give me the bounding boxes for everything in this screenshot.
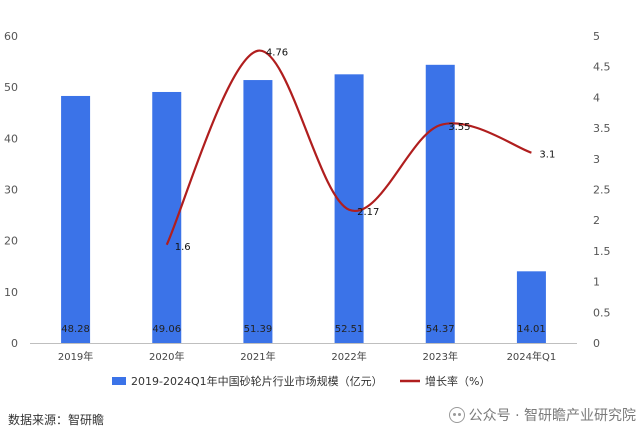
y-right-tick: 1 [593, 276, 600, 289]
x-tick: 2020年 [149, 350, 184, 363]
y-right-tick: 0.5 [593, 306, 611, 319]
bar-value-label: 51.39 [244, 324, 273, 335]
x-tick: 2024年Q1 [507, 350, 557, 363]
line-value-label: 3.55 [448, 122, 470, 133]
watermark-text: 公众号 · 智研瞻产业研究院 [468, 408, 636, 424]
y-left-tick: 10 [4, 286, 18, 299]
legend-swatch-bar [112, 377, 126, 385]
growth-rate-line [165, 49, 532, 246]
y-right-tick: 4 [593, 91, 600, 104]
y-right-tick: 3 [593, 153, 600, 166]
y-right-tick: 0 [593, 337, 600, 350]
x-tick: 2023年 [423, 350, 458, 363]
y-left-tick: 0 [11, 337, 18, 350]
bar-5 [516, 271, 546, 343]
x-tick: 2019年 [58, 350, 93, 363]
y-right-tick: 3.5 [593, 122, 611, 135]
bar-4 [425, 64, 455, 344]
axes: 0 10 20 30 40 50 60 0 0.5 1 1.5 2 2.5 3 3.5 4 4.5 5 2019年 2… [4, 30, 611, 363]
bar-value-label: 48.28 [61, 324, 90, 335]
wechat-icon [448, 407, 465, 423]
legend-label-line: 增长率（%） [425, 374, 490, 388]
y-left-tick: 20 [4, 235, 18, 248]
data-labels: 48.28 49.06 51.39 52.51 54.37 14.01 1.6 4.76 2.1… [61, 48, 555, 335]
y-left-tick: 40 [4, 132, 18, 145]
line-value-label: 1.6 [175, 242, 191, 253]
source-note: 数据来源：智研瞻 [8, 413, 105, 427]
y-left-tick: 30 [4, 184, 18, 197]
bar-0 [61, 95, 91, 343]
y-right-tick: 5 [593, 30, 600, 43]
bar-value-label: 52.51 [335, 324, 364, 335]
legend-label-bar: 2019-2024Q1年中国砂轮片行业市场规模（亿元） [131, 374, 383, 388]
y-left-tick: 60 [4, 30, 18, 43]
bar-series [61, 64, 546, 344]
watermark: 公众号 · 智研瞻产业研究院 [448, 405, 636, 425]
bar-2 [243, 80, 273, 343]
bar-value-label: 54.37 [426, 324, 455, 335]
line-value-label: 2.17 [357, 207, 379, 218]
y-right-tick: 1.5 [593, 245, 611, 258]
line-series [165, 49, 532, 246]
x-tick: 2022年 [331, 350, 366, 363]
line-value-label: 4.76 [266, 48, 288, 59]
y-right-tick: 2 [593, 214, 600, 227]
line-value-label: 3.1 [539, 150, 555, 161]
y-right-tick: 2.5 [593, 184, 611, 197]
bar-value-label: 14.01 [517, 324, 546, 335]
y-left-tick: 50 [4, 81, 18, 94]
y-right-tick: 4.5 [593, 61, 611, 74]
x-tick: 2021年 [240, 350, 275, 363]
bar-value-label: 49.06 [152, 324, 181, 335]
legend: 2019-2024Q1年中国砂轮片行业市场规模（亿元） 增长率（%） [112, 374, 490, 388]
